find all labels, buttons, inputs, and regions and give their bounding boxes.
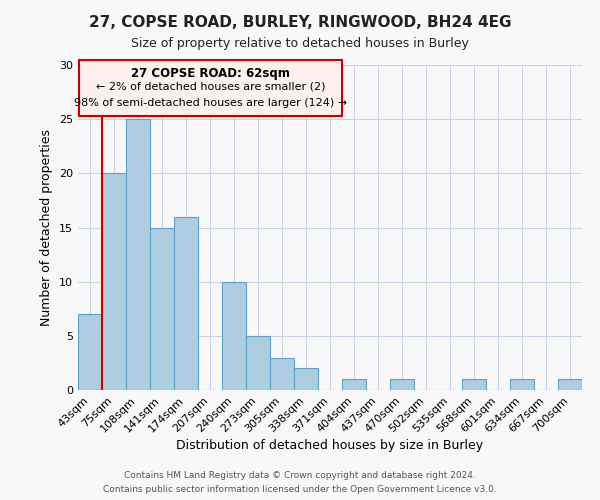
Text: 27, COPSE ROAD, BURLEY, RINGWOOD, BH24 4EG: 27, COPSE ROAD, BURLEY, RINGWOOD, BH24 4… <box>89 15 511 30</box>
Text: ← 2% of detached houses are smaller (2): ← 2% of detached houses are smaller (2) <box>96 81 325 91</box>
Bar <box>390 379 414 390</box>
Bar <box>150 228 174 390</box>
Text: Contains public sector information licensed under the Open Government Licence v3: Contains public sector information licen… <box>103 486 497 494</box>
Bar <box>462 379 486 390</box>
Text: Size of property relative to detached houses in Burley: Size of property relative to detached ho… <box>131 38 469 51</box>
FancyBboxPatch shape <box>79 60 342 116</box>
Bar <box>342 379 366 390</box>
Y-axis label: Number of detached properties: Number of detached properties <box>40 129 53 326</box>
Bar <box>510 379 534 390</box>
Text: 98% of semi-detached houses are larger (124) →: 98% of semi-detached houses are larger (… <box>74 98 347 108</box>
Bar <box>174 216 198 390</box>
Bar <box>102 174 126 390</box>
Text: 27 COPSE ROAD: 62sqm: 27 COPSE ROAD: 62sqm <box>131 67 290 80</box>
Bar <box>78 314 102 390</box>
Bar <box>246 336 270 390</box>
Text: Contains HM Land Registry data © Crown copyright and database right 2024.: Contains HM Land Registry data © Crown c… <box>124 470 476 480</box>
Bar <box>270 358 294 390</box>
Bar <box>558 379 582 390</box>
Bar <box>294 368 318 390</box>
X-axis label: Distribution of detached houses by size in Burley: Distribution of detached houses by size … <box>176 440 484 452</box>
Bar <box>126 119 150 390</box>
Bar <box>222 282 246 390</box>
